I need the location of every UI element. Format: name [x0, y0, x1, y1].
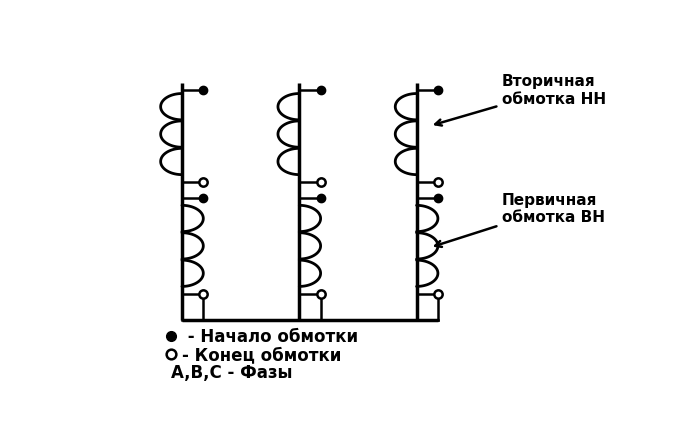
Text: A,B,C - Фазы: A,B,C - Фазы	[171, 364, 293, 382]
Text: Первичная
обмотка ВН: Первичная обмотка ВН	[436, 193, 605, 247]
Text: - Конец обмотки: - Конец обмотки	[182, 345, 341, 363]
Text: - Начало обмотки: - Начало обмотки	[182, 328, 358, 345]
Text: Вторичная
обмотка НН: Вторичная обмотка НН	[436, 74, 606, 126]
